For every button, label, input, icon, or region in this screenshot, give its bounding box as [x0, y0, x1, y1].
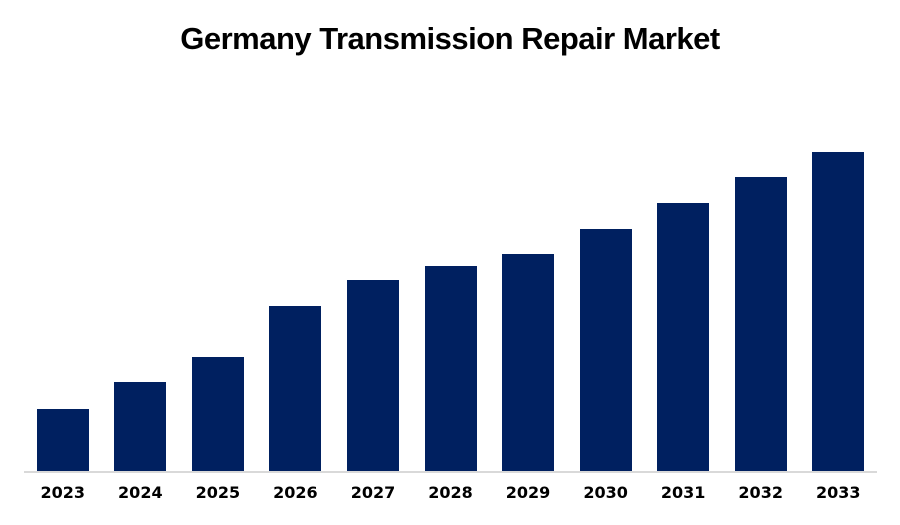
x-axis-label-2031: 2031 — [660, 483, 706, 502]
x-axis-label-2026: 2026 — [273, 483, 318, 502]
chart-title: Germany Transmission Repair Market — [180, 21, 720, 56]
x-axis-label-2030: 2030 — [583, 483, 628, 502]
bar-slot-2027 — [334, 85, 412, 471]
bar-2031 — [657, 203, 710, 471]
bar-2030 — [579, 228, 632, 471]
bar-slot-2026 — [257, 85, 335, 471]
x-axis-label-2027: 2027 — [350, 483, 396, 502]
bar-2025 — [191, 357, 244, 471]
bar-slot-2029 — [489, 85, 567, 471]
bar-2033 — [812, 152, 865, 471]
bar-2028 — [424, 265, 477, 471]
bar-slot-2025 — [179, 85, 257, 471]
x-axis-line — [24, 471, 877, 473]
bar-2026 — [269, 306, 322, 471]
x-axis-label-2029: 2029 — [505, 483, 551, 502]
x-axis-label-2025: 2025 — [195, 483, 241, 502]
bar-slot-2024 — [102, 85, 180, 471]
x-axis-label-2028: 2028 — [428, 483, 473, 502]
x-axis-label-2032: 2032 — [738, 483, 783, 502]
x-axis-labels: 2023 2024 2025 2026 2027 2028 2029 2030 2031 2032… — [24, 483, 877, 502]
x-axis-label-2024: 2024 — [118, 483, 163, 502]
bar-2027 — [346, 279, 399, 471]
bar-2029 — [502, 254, 555, 471]
plot-area — [24, 85, 877, 471]
bar-2032 — [734, 176, 787, 471]
bar-2023 — [36, 409, 89, 471]
bar-slot-2030 — [567, 85, 645, 471]
bar-slot-2023 — [24, 85, 102, 471]
bar-slot-2032 — [722, 85, 800, 471]
bar-slot-2028 — [412, 85, 490, 471]
bar-slot-2031 — [644, 85, 722, 471]
x-axis-label-2023: 2023 — [40, 483, 86, 502]
bar-slot-2033 — [799, 85, 877, 471]
x-axis-label-2033: 2033 — [815, 483, 861, 502]
bar-2024 — [114, 382, 167, 471]
